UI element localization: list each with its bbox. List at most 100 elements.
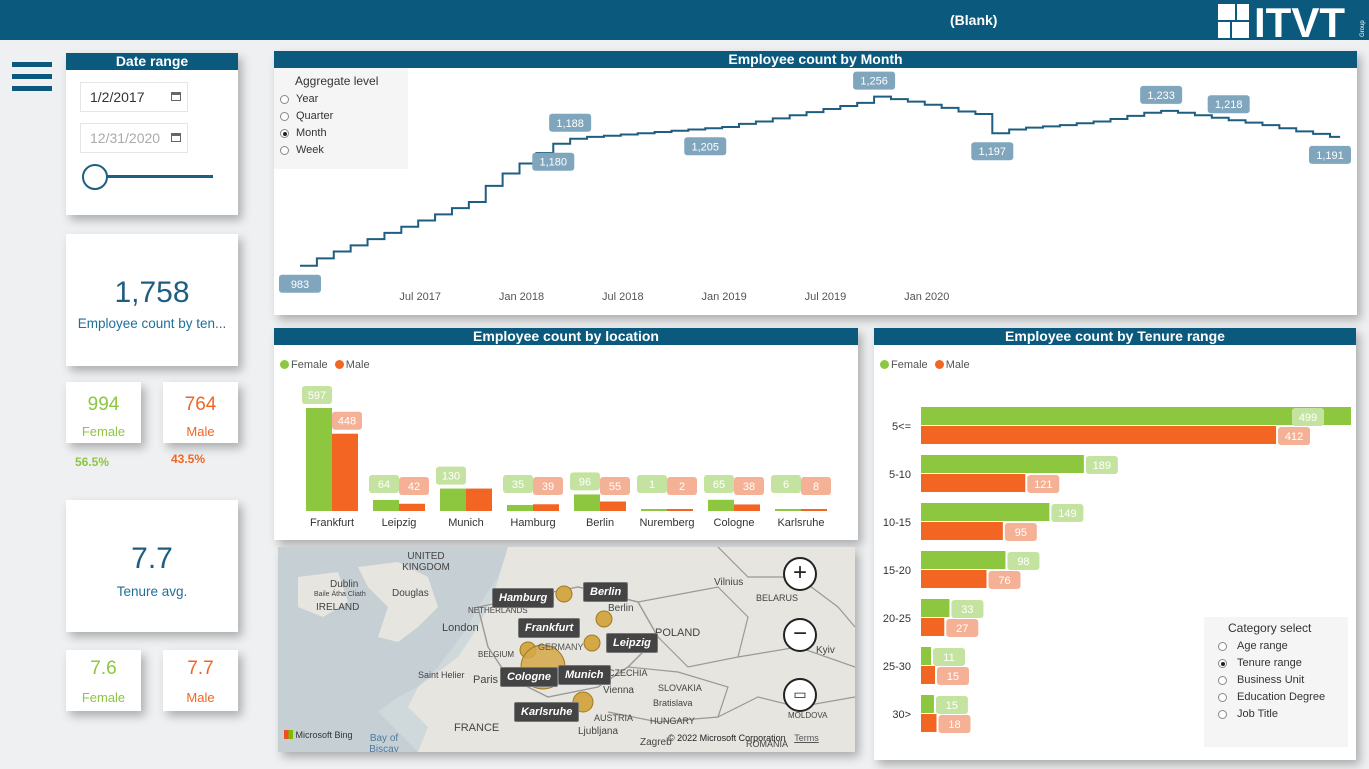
bar-female <box>921 503 1050 521</box>
zoom-in-button[interactable]: + <box>783 557 817 591</box>
data-label: 448 <box>338 416 356 428</box>
svg-text:Group: Group <box>1360 20 1366 37</box>
date-slider-track[interactable] <box>96 175 213 178</box>
aggregate-option[interactable]: Month <box>274 125 408 142</box>
map-city-tag[interactable]: Hamburg <box>492 588 555 608</box>
category-option[interactable]: Job Title <box>1204 706 1348 723</box>
data-label-box <box>734 477 764 495</box>
category-option[interactable]: Business Unit <box>1204 672 1348 689</box>
data-label: 189 <box>1093 460 1111 472</box>
date-slider-handle[interactable] <box>82 164 108 190</box>
male-tenure-value: 7.7 <box>187 658 214 679</box>
category-option[interactable]: Age range <box>1204 638 1348 655</box>
map-label: MOLDOVA <box>788 711 828 720</box>
bar-female <box>921 455 1084 473</box>
end-date-input[interactable]: 12/31/2020 <box>80 123 188 153</box>
calendar-icon[interactable] <box>171 133 181 142</box>
map-label: Berlin <box>608 603 634 614</box>
radio-button[interactable] <box>280 112 289 121</box>
data-label: 11 <box>943 652 954 664</box>
radio-button[interactable] <box>1218 693 1227 702</box>
category-option-label: Job Title <box>1237 708 1278 720</box>
aggregate-option-label: Year <box>296 93 319 105</box>
data-label-box <box>1027 475 1060 493</box>
data-label: 95 <box>1015 527 1027 539</box>
tenure-avg-label: Tenure avg. <box>116 584 188 599</box>
start-date-input[interactable]: 1/2/2017 <box>80 82 188 112</box>
map-city-tag[interactable]: Frankfurt <box>518 618 581 638</box>
x-axis-category-label: Karlsruhe <box>777 517 824 529</box>
data-label: 1,256 <box>860 76 888 88</box>
bar-female <box>775 509 801 511</box>
bar-male <box>466 488 492 511</box>
tenure-avg-kpi: 7.7 Tenure avg. <box>66 500 238 632</box>
bar-female <box>641 509 667 511</box>
data-label-box <box>951 600 984 618</box>
employee-count-value: 1,758 <box>114 276 190 309</box>
data-label: 15 <box>947 671 959 683</box>
category-option-label: Education Degree <box>1237 691 1326 703</box>
aggregate-option[interactable]: Week <box>274 142 408 159</box>
data-label: 8 <box>813 481 819 493</box>
map-label: Bay of Biscay <box>369 733 399 752</box>
data-label: 499 <box>1299 412 1317 424</box>
legend-male-dot <box>934 360 944 369</box>
location-map[interactable]: UNITED KINGDOM Dublin Baile Átha Cliath … <box>278 547 855 752</box>
female-count-value: 994 <box>87 394 120 415</box>
bar-female <box>921 551 1006 569</box>
menu-icon[interactable] <box>12 62 52 98</box>
employee-count-label: Employee count by ten... <box>77 316 227 331</box>
zoom-out-button[interactable]: − <box>783 618 817 652</box>
radio-button[interactable] <box>1218 659 1227 668</box>
radio-button[interactable] <box>280 146 289 155</box>
data-label-box <box>1278 427 1311 445</box>
male-count-label: Male <box>186 424 215 439</box>
data-label-box <box>600 477 630 495</box>
data-label: 1,205 <box>691 141 719 153</box>
data-label: 6 <box>783 479 789 491</box>
data-label-box <box>1051 504 1084 522</box>
bar-female <box>507 504 533 511</box>
radio-button[interactable] <box>280 95 289 104</box>
aggregate-option[interactable]: Quarter <box>274 108 408 125</box>
calendar-icon[interactable] <box>171 92 181 101</box>
data-label-box <box>853 71 896 90</box>
map-label: Vienna <box>603 685 634 696</box>
map-terms-link[interactable]: Terms <box>794 733 819 743</box>
male-count-kpi: 764 Male <box>163 382 238 443</box>
map-city-tag[interactable]: Leipzig <box>606 633 658 653</box>
map-city-tag[interactable]: Cologne <box>500 667 558 687</box>
map-label: BELGIUM <box>478 650 515 659</box>
map-label: ROMANIA <box>746 739 789 749</box>
y-axis-category-label: 5<= <box>892 421 911 433</box>
category-option[interactable]: Tenure range <box>1204 655 1348 672</box>
map-city-tag[interactable]: Munich <box>558 665 611 685</box>
select-area-button[interactable]: ▭ <box>783 678 817 712</box>
data-label-box <box>933 648 965 666</box>
bar-male <box>533 504 559 511</box>
legend-male-dot <box>334 360 344 369</box>
map-label: Dublin <box>330 579 359 590</box>
map-label: Ljubljana <box>578 726 619 737</box>
radio-button[interactable] <box>280 129 289 138</box>
employee-count-kpi: 1,758 Employee count by ten... <box>66 234 238 366</box>
bar-male <box>667 509 693 511</box>
data-label-box <box>988 571 1021 589</box>
bar-male <box>921 426 1277 444</box>
map-label: Bratislava <box>653 698 693 708</box>
legend-male-label: Male <box>345 359 370 371</box>
bar-male <box>921 570 987 588</box>
aggregate-option[interactable]: Year <box>274 91 408 108</box>
tenure-chart-card: Employee count by Tenure range Female Ma… <box>874 328 1356 760</box>
aggregate-option-label: Week <box>296 144 324 156</box>
map-city-tag[interactable]: Karlsruhe <box>514 702 580 722</box>
radio-button[interactable] <box>1218 642 1227 651</box>
radio-button[interactable] <box>1218 710 1227 719</box>
radio-button[interactable] <box>1218 676 1227 685</box>
data-label: 65 <box>713 479 725 491</box>
bar-female <box>373 499 399 511</box>
map-label: IRELAND <box>316 602 360 613</box>
map-city-tag[interactable]: Berlin <box>583 582 629 602</box>
category-option[interactable]: Education Degree <box>1204 689 1348 706</box>
tenure-chart-title: Employee count by Tenure range <box>874 328 1356 345</box>
